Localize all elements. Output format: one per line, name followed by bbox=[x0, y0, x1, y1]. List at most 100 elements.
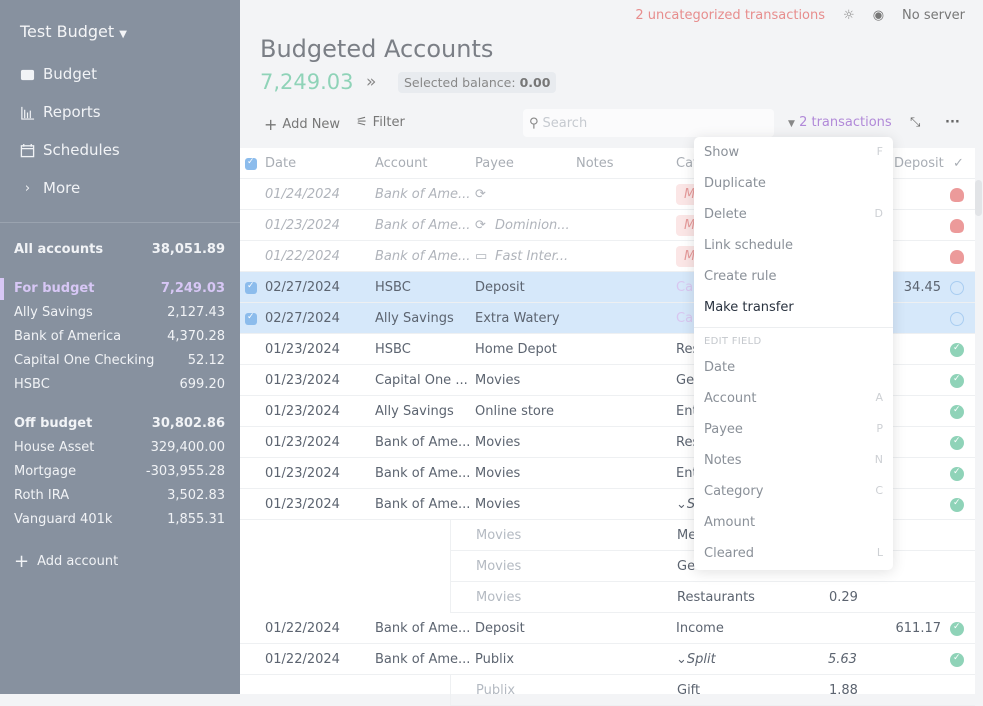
category-cell[interactable]: Ent bbox=[676, 466, 698, 481]
date-cell[interactable]: 01/23/2024 bbox=[265, 466, 340, 481]
date-cell[interactable]: 01/23/2024 bbox=[265, 342, 340, 357]
date-cell[interactable]: 01/24/2024 bbox=[265, 187, 340, 202]
menu-item[interactable]: Create rule bbox=[704, 269, 883, 291]
category-cell[interactable]: Res bbox=[676, 435, 700, 450]
menu-item[interactable]: Show F bbox=[704, 145, 883, 167]
server-status[interactable]: No server bbox=[902, 8, 965, 23]
account-item[interactable]: Roth IRA 3,502.83 bbox=[14, 488, 225, 503]
date-cell[interactable]: 01/23/2024 bbox=[265, 218, 340, 233]
add-new-button[interactable]: + Add New bbox=[264, 115, 340, 134]
account-cell[interactable]: Bank of Ame... bbox=[375, 652, 470, 667]
payee-cell[interactable]: Publix bbox=[475, 652, 515, 667]
account-item[interactable]: HSBC 699.20 bbox=[14, 377, 225, 392]
budget-name-menu[interactable]: Test Budget ▼ bbox=[20, 22, 127, 41]
nav-schedules[interactable]: Schedules bbox=[20, 141, 120, 159]
cleared-icon[interactable] bbox=[950, 281, 964, 295]
account-cell[interactable]: Bank of Ame... bbox=[375, 249, 470, 264]
table-row[interactable]: 01/24/2024 Bank of Ame... ⟳ M bbox=[240, 179, 975, 210]
table-row[interactable]: 01/23/2024 Ally Savings Online store Ent bbox=[240, 396, 975, 427]
account-cell[interactable]: Capital One ... bbox=[375, 373, 468, 388]
column-deposit[interactable]: Deposit bbox=[894, 156, 944, 171]
category-cell[interactable]: Ent bbox=[676, 404, 698, 419]
search-input[interactable]: ⚲ Search bbox=[523, 109, 774, 137]
selection-dropdown[interactable]: ▼ 2 transactions bbox=[788, 115, 892, 130]
for-budget[interactable]: For budget 7,249.03 bbox=[14, 281, 225, 296]
row-checkbox[interactable] bbox=[245, 312, 257, 325]
menu-item[interactable]: Notes N bbox=[704, 453, 883, 475]
table-row[interactable]: 01/23/2024 Bank of Ame... ⟳ Dominion... M bbox=[240, 210, 975, 241]
column-category[interactable]: Cat bbox=[676, 156, 699, 171]
category-badge[interactable]: M bbox=[676, 215, 698, 236]
row-checkbox[interactable] bbox=[245, 281, 257, 294]
select-all-checkbox[interactable] bbox=[245, 157, 257, 170]
more-options-icon[interactable]: ··· bbox=[945, 115, 960, 130]
table-row[interactable]: 01/23/2024 Capital One ... Movies Ge bbox=[240, 365, 975, 396]
cleared-icon[interactable] bbox=[950, 374, 964, 388]
payee-cell[interactable]: Deposit bbox=[475, 621, 525, 636]
cleared-icon[interactable] bbox=[950, 436, 964, 450]
menu-item[interactable]: Date bbox=[704, 360, 883, 382]
skull-icon[interactable] bbox=[950, 188, 964, 202]
cleared-icon[interactable] bbox=[950, 343, 964, 357]
split-row[interactable]: Publix Gift 1.88 bbox=[450, 675, 975, 706]
menu-item[interactable]: Link schedule bbox=[704, 238, 883, 260]
table-row[interactable]: 01/23/2024 HSBC Home Depot Res bbox=[240, 334, 975, 365]
column-payee[interactable]: Payee bbox=[475, 156, 514, 171]
skull-icon[interactable] bbox=[950, 250, 964, 264]
payee-cell[interactable]: Extra Watery bbox=[475, 311, 560, 326]
cleared-icon[interactable] bbox=[950, 467, 964, 481]
menu-item[interactable]: Payee P bbox=[704, 422, 883, 444]
category-cell[interactable]: Income bbox=[676, 621, 724, 636]
date-cell[interactable]: 01/22/2024 bbox=[265, 249, 340, 264]
deposit-cell[interactable]: 34.45 bbox=[903, 280, 941, 295]
double-chevron-icon[interactable]: » bbox=[366, 72, 377, 92]
split-row[interactable]: Movies Restaurants 0.29 bbox=[450, 582, 975, 613]
category-cell[interactable]: Ca bbox=[676, 280, 694, 295]
date-cell[interactable]: 02/27/2024 bbox=[265, 311, 340, 326]
payee-cell[interactable]: Movies bbox=[475, 373, 521, 388]
category-cell[interactable]: Ge bbox=[677, 559, 696, 574]
menu-item[interactable]: Amount bbox=[704, 515, 883, 537]
account-item[interactable]: Bank of America 4,370.28 bbox=[14, 329, 225, 344]
filter-button[interactable]: ⚟ Filter bbox=[356, 115, 405, 130]
skull-icon[interactable] bbox=[950, 219, 964, 233]
category-cell[interactable]: Ca bbox=[676, 311, 694, 326]
table-row[interactable]: 01/22/2024 Bank of Ame... ▭ Fast Inter...… bbox=[240, 241, 975, 272]
payment-cell[interactable]: 1.88 bbox=[829, 683, 858, 698]
payee-cell[interactable]: Movies bbox=[475, 435, 521, 450]
account-cell[interactable]: Bank of Ame... bbox=[375, 466, 470, 481]
column-account[interactable]: Account bbox=[375, 156, 428, 171]
category-cell[interactable]: ⌄S bbox=[676, 497, 696, 512]
account-item[interactable]: Ally Savings 2,127.43 bbox=[14, 305, 225, 320]
account-item[interactable]: Capital One Checking 52.12 bbox=[14, 353, 225, 368]
cleared-icon[interactable] bbox=[950, 312, 964, 326]
date-cell[interactable]: 01/23/2024 bbox=[265, 404, 340, 419]
category-cell[interactable]: Me bbox=[677, 528, 697, 543]
all-accounts[interactable]: All accounts 38,051.89 bbox=[14, 242, 225, 257]
menu-item[interactable]: Cleared L bbox=[704, 546, 883, 568]
nav-more[interactable]: › More bbox=[20, 179, 80, 197]
column-date[interactable]: Date bbox=[265, 156, 297, 171]
sun-icon[interactable]: ☼ bbox=[843, 8, 855, 23]
collapse-icon[interactable]: ⤡ bbox=[910, 115, 921, 130]
account-cell[interactable]: HSBC bbox=[375, 342, 411, 357]
account-cell[interactable]: Ally Savings bbox=[375, 404, 454, 419]
cleared-icon[interactable] bbox=[950, 622, 964, 636]
nav-reports[interactable]: Reports bbox=[20, 103, 101, 121]
payee-cell[interactable]: Movies bbox=[476, 559, 522, 574]
account-cell[interactable]: Bank of Ame... bbox=[375, 187, 470, 202]
payee-cell[interactable]: Movies bbox=[475, 466, 521, 481]
column-notes[interactable]: Notes bbox=[576, 156, 614, 171]
off-budget[interactable]: Off budget 30,802.86 bbox=[14, 416, 225, 431]
payee-cell[interactable]: Fast Inter... bbox=[495, 249, 569, 264]
payment-cell[interactable]: 0.29 bbox=[829, 590, 858, 605]
menu-item[interactable]: Duplicate bbox=[704, 176, 883, 198]
date-cell[interactable]: 01/22/2024 bbox=[265, 652, 340, 667]
account-item[interactable]: Vanguard 401k 1,855.31 bbox=[14, 512, 225, 527]
account-item[interactable]: Mortgage -303,955.28 bbox=[14, 464, 225, 479]
account-cell[interactable]: Bank of Ame... bbox=[375, 218, 470, 233]
cleared-icon[interactable] bbox=[950, 498, 964, 512]
category-cell[interactable]: Ge bbox=[676, 373, 695, 388]
date-cell[interactable]: 02/27/2024 bbox=[265, 280, 340, 295]
split-row[interactable]: Movies Ge bbox=[450, 551, 975, 582]
